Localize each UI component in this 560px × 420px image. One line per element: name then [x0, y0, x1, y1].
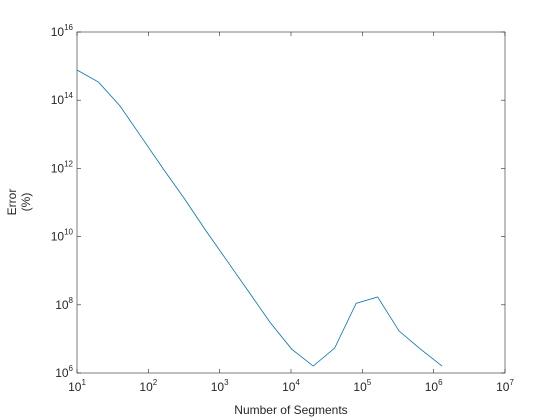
tick-exponent: 7 [509, 378, 514, 387]
plot-box [76, 31, 506, 374]
tick-base: 10 [496, 380, 510, 394]
tick-base: 10 [68, 380, 82, 394]
tick-base: 10 [55, 298, 69, 312]
tick-base: 10 [51, 25, 65, 39]
tick-base: 10 [282, 380, 296, 394]
x-axis-label: Number of Segments [234, 403, 347, 417]
tick-exponent: 16 [64, 23, 73, 32]
y-tick-label: 108 [55, 296, 73, 312]
tick-base: 10 [51, 161, 65, 175]
x-tick-label: 107 [496, 378, 514, 394]
y-axis-label: (%) [19, 193, 33, 212]
tick-exponent: 8 [69, 296, 74, 305]
x-tick-label: 102 [139, 378, 157, 394]
tick-base: 10 [51, 230, 65, 244]
tick-base: 10 [211, 380, 225, 394]
tick-base: 10 [353, 380, 367, 394]
tick-exponent: 5 [367, 378, 372, 387]
x-tick-label: 106 [425, 378, 443, 394]
tick-exponent: 4 [295, 378, 300, 387]
tick-exponent: 1 [81, 378, 86, 387]
tick-exponent: 3 [224, 378, 229, 387]
y-axis-label: Error [5, 189, 19, 216]
y-tick-label: 1012 [51, 159, 74, 175]
y-tick-label: 1014 [51, 91, 74, 107]
tick-exponent: 2 [153, 378, 158, 387]
x-tick-label: 101 [68, 378, 86, 394]
line [76, 69, 443, 367]
x-tick-label: 104 [282, 378, 300, 394]
tick-base: 10 [425, 380, 439, 394]
y-tick-label: 1010 [51, 228, 74, 244]
tick-exponent: 6 [69, 364, 74, 373]
tick-base: 10 [139, 380, 153, 394]
tick-base: 10 [55, 366, 69, 380]
tick-exponent: 14 [64, 91, 73, 100]
y-tick-label: 1016 [51, 23, 74, 39]
y-tick-label: 106 [55, 364, 73, 380]
x-tick-label: 105 [353, 378, 371, 394]
x-tick-label: 103 [211, 378, 229, 394]
tick-exponent: 10 [64, 228, 73, 237]
tick-base: 10 [51, 93, 65, 107]
tick-exponent: 6 [438, 378, 443, 387]
tick-exponent: 12 [64, 159, 73, 168]
